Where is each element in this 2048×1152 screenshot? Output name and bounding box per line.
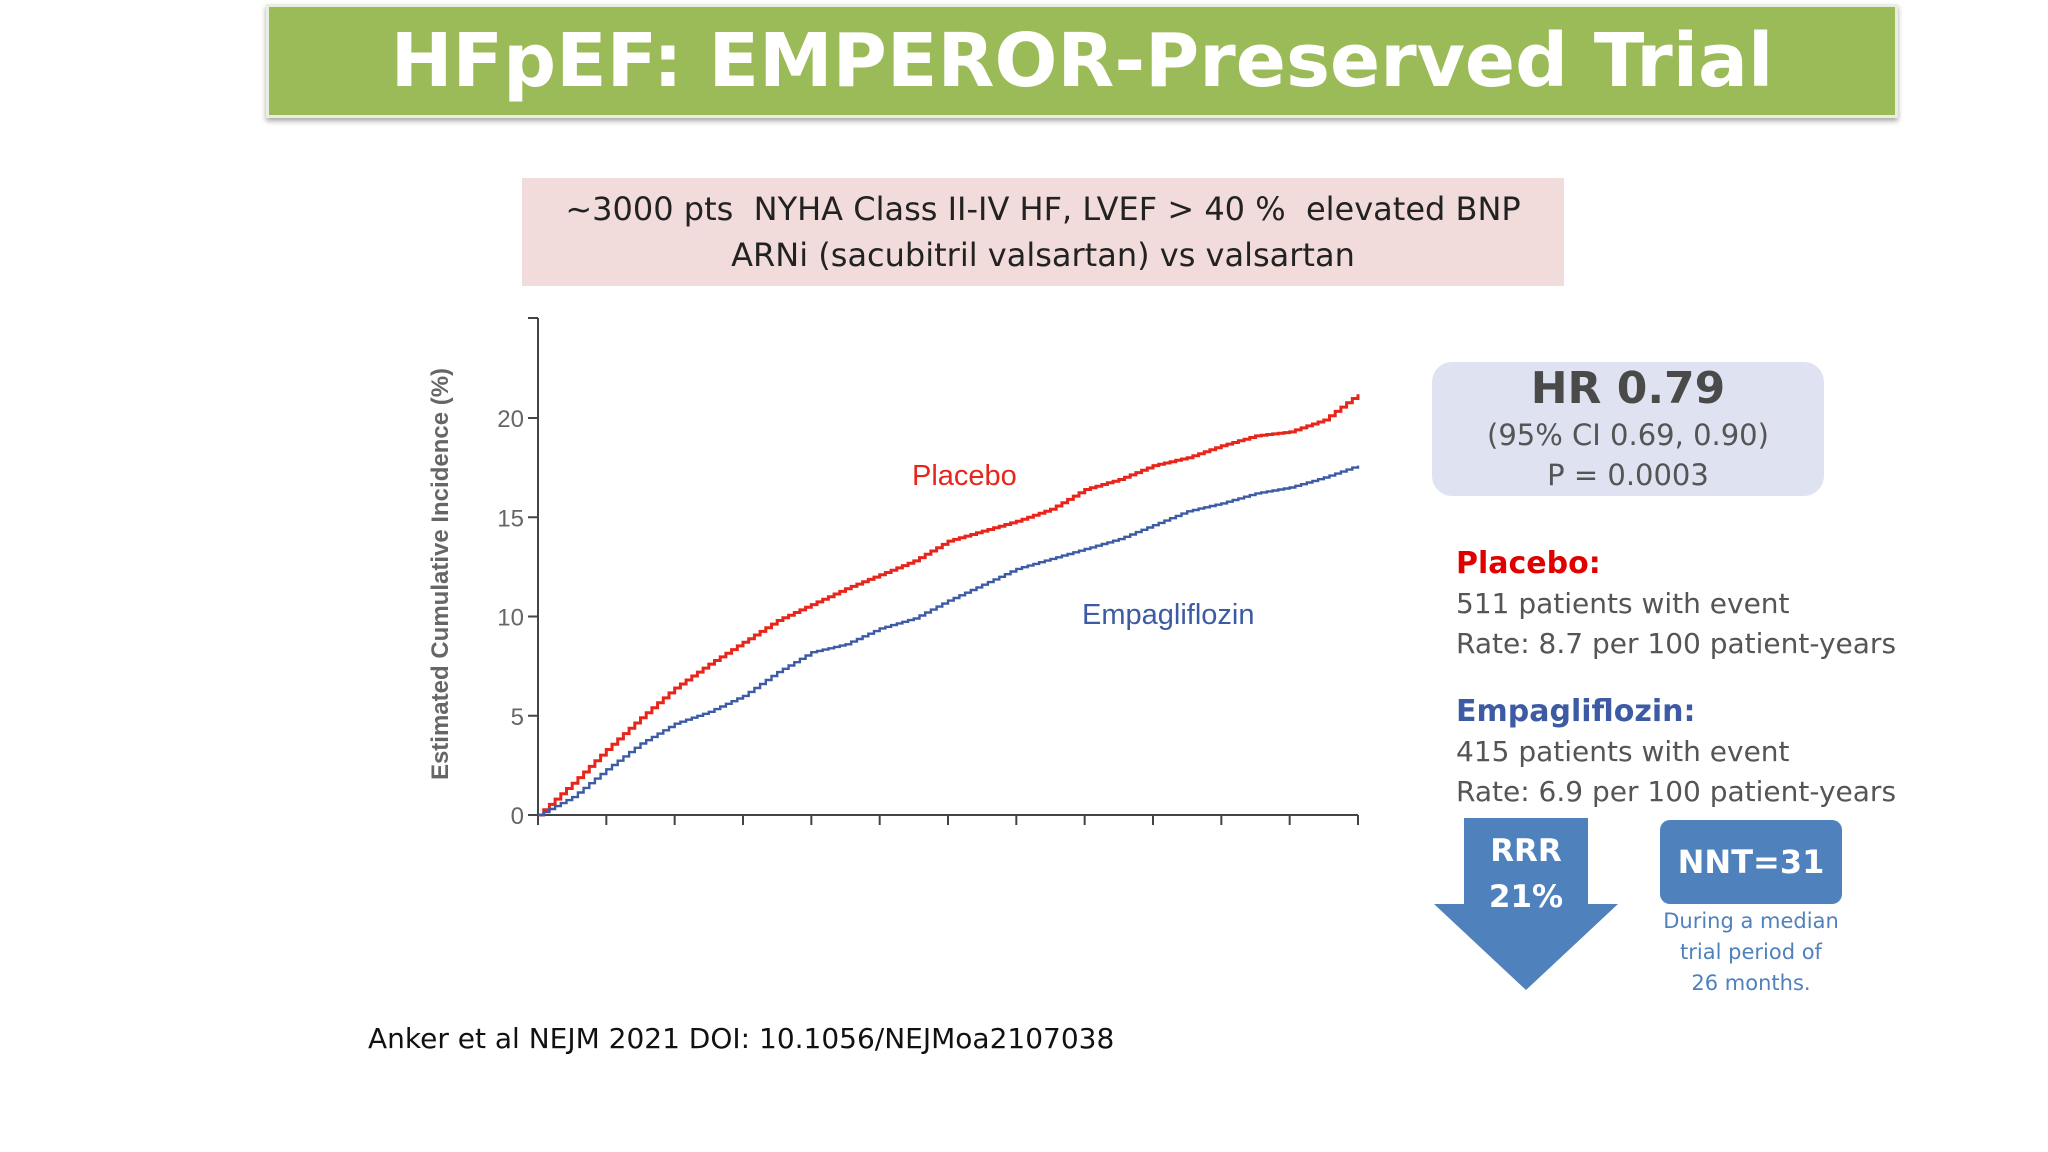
rrr-label: RRR <box>1490 833 1562 869</box>
y-tick-label: 15 <box>497 505 524 532</box>
y-tick-label: 0 <box>511 803 524 830</box>
empagliflozin-series-line <box>538 465 1360 817</box>
empagliflozin-stats-heading: Empagliflozin: <box>1456 694 1696 729</box>
placebo-rate: Rate: 8.7 per 100 patient-years <box>1456 627 1897 660</box>
y-tick-label: 5 <box>511 704 524 731</box>
placebo-series-line <box>538 394 1360 817</box>
hazard-ratio-value: HR 0.79 <box>1530 363 1726 414</box>
empagliflozin-stats: Empagliflozin: 415 patients with event R… <box>1456 692 1896 812</box>
down-arrow-icon <box>1434 818 1618 990</box>
nnt-label: NNT=31 <box>1677 843 1825 881</box>
y-tick-label: 20 <box>497 406 524 433</box>
hazard-ratio-box: HR 0.79 (95% CI 0.69, 0.90) P = 0.0003 <box>1432 362 1824 496</box>
placebo-events: 511 patients with event <box>1456 587 1790 620</box>
y-tick-label: 10 <box>497 605 524 632</box>
title-banner: HFpEF: EMPEROR-Preserved Trial <box>266 4 1898 118</box>
criteria-line-1: ~3000 pts NYHA Class II-IV HF, LVEF > 40… <box>565 190 1521 228</box>
citation: Anker et al NEJM 2021 DOI: 10.1056/NEJMo… <box>368 1022 1115 1055</box>
empagliflozin-series-label: Empagliflozin <box>1082 599 1254 631</box>
criteria-line-2: ARNi (sacubitril valsartan) vs valsartan <box>731 236 1355 274</box>
nnt-note-line-3: 26 months. <box>1691 971 1811 995</box>
slide-title: HFpEF: EMPEROR-Preserved Trial <box>390 18 1774 104</box>
p-value: P = 0.0003 <box>1547 458 1709 492</box>
nnt-note-line-1: During a median <box>1663 909 1839 933</box>
empagliflozin-rate: Rate: 6.9 per 100 patient-years <box>1456 775 1897 808</box>
nnt-note-line-2: trial period of <box>1680 940 1822 964</box>
chart-series <box>538 394 1360 817</box>
nnt-note: During a median trial period of 26 month… <box>1640 906 1862 999</box>
placebo-series-label: Placebo <box>912 460 1017 492</box>
rrr-value: 21% <box>1488 879 1564 915</box>
nnt-box: NNT=31 <box>1660 820 1842 904</box>
trial-criteria-box: ~3000 pts NYHA Class II-IV HF, LVEF > 40… <box>522 178 1564 286</box>
chart-axes: 0 5 10 15 20 <box>497 317 1359 830</box>
y-axis-label: Estimated Cumulative Incidence (%) <box>427 368 454 780</box>
confidence-interval: (95% CI 0.69, 0.90) <box>1487 418 1769 452</box>
rrr-arrow: RRR 21% <box>1432 818 1620 992</box>
empagliflozin-events: 415 patients with event <box>1456 735 1790 768</box>
placebo-stats: Placebo: 511 patients with event Rate: 8… <box>1456 544 1896 664</box>
placebo-stats-heading: Placebo: <box>1456 546 1601 581</box>
